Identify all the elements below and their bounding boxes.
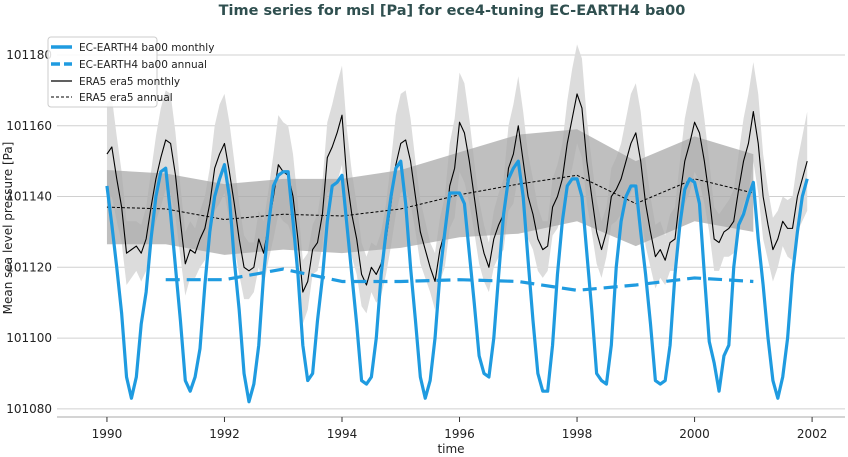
y-tick-label: 101180: [6, 48, 52, 62]
x-ticks: 1990 1992 1994 1996 1998 2000 2002: [92, 417, 828, 441]
series-lines: [105, 93, 809, 404]
legend-label: EC-EARTH4 ba00 annual: [79, 59, 207, 71]
legend: EC-EARTH4 ba00 monthly EC-EARTH4 ba00 an…: [47, 36, 214, 108]
y-tick-label: 101100: [6, 331, 52, 345]
era5-monthly-line: [106, 93, 808, 293]
y-tick-label: 101080: [6, 402, 52, 416]
annual-std-band: [106, 129, 754, 255]
y-ticks: 101080 101100 101120 101140 101160 101180: [6, 48, 52, 416]
legend-label: ERA5 era5 monthly: [79, 76, 180, 88]
x-tick-label: 1994: [327, 427, 358, 441]
legend-label: ERA5 era5 annual: [79, 92, 173, 104]
model-annual-line: [165, 267, 754, 292]
x-tick-label: 2002: [797, 427, 828, 441]
legend-box: [47, 36, 158, 108]
y-tick-label: 101140: [6, 190, 52, 204]
y-tick-label: 101120: [6, 260, 52, 274]
x-axis-label: time: [437, 442, 464, 456]
x-tick-label: 1992: [209, 427, 240, 441]
x-tick-label: 1998: [562, 427, 593, 441]
x-tick-label: 2000: [679, 427, 710, 441]
x-tick-label: 1990: [92, 427, 123, 441]
y-tick-label: 101160: [6, 119, 52, 133]
y-axis-label: Mean sea level pressure [Pa]: [1, 142, 15, 315]
legend-label: EC-EARTH4 ba00 monthly: [79, 42, 214, 54]
chart-title: Time series for msl [Pa] for ece4-tuning…: [219, 3, 686, 19]
x-tick-label: 1996: [444, 427, 475, 441]
model-monthly-line: [105, 159, 809, 404]
